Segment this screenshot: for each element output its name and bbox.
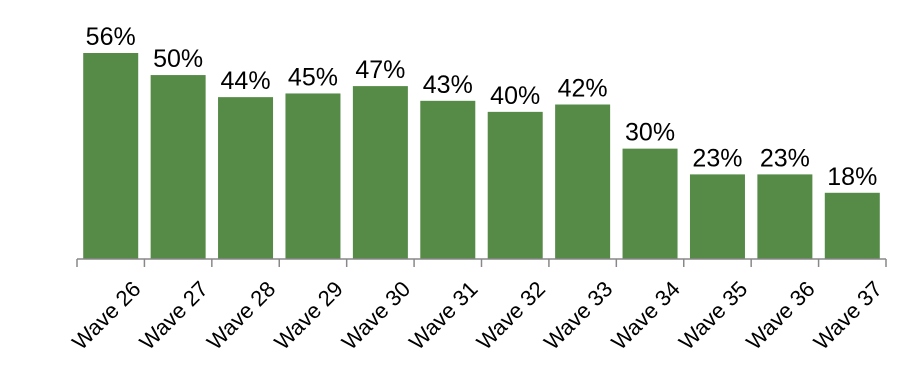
x-tick-label: Wave 26 (67, 276, 145, 354)
bar-wave-28 (218, 97, 274, 259)
x-tick-label: Wave 29 (269, 276, 347, 354)
x-tick-label: Wave 33 (539, 276, 617, 354)
bar-wave-30 (352, 86, 408, 259)
bar-wave-37 (824, 192, 880, 259)
bar-wave-32 (487, 111, 543, 259)
data-label: 40% (490, 82, 540, 110)
bar-wave-26 (83, 53, 139, 259)
data-label: 56% (86, 23, 136, 51)
data-label: 43% (423, 71, 473, 99)
data-label: 44% (221, 67, 271, 95)
bar-wave-34 (622, 148, 678, 259)
data-label: 30% (625, 119, 675, 147)
x-tick-label: Wave 36 (741, 276, 819, 354)
data-label: 42% (558, 75, 608, 103)
x-tick-label: Wave 30 (337, 276, 415, 354)
bar-wave-36 (757, 174, 813, 259)
x-tick-label: Wave 28 (202, 276, 280, 354)
x-axis-ticks-group (76, 259, 887, 267)
data-label: 23% (760, 144, 810, 172)
bar-wave-27 (150, 75, 206, 259)
data-label: 45% (288, 63, 338, 91)
x-tick-label: Wave 37 (809, 276, 887, 354)
bar-wave-33 (555, 104, 611, 259)
data-label: 23% (692, 144, 742, 172)
bar-wave-31 (420, 100, 476, 259)
bars-group (83, 53, 880, 260)
x-tick-label: Wave 27 (134, 276, 212, 354)
data-label: 18% (827, 163, 877, 191)
bar-wave-35 (689, 174, 745, 259)
data-labels-group: 56% 50% 44% 45% 47% 43% 40% 42% 30% 23% 23% 18% (86, 23, 878, 191)
bar-wave-29 (285, 93, 341, 260)
x-tick-label: Wave 35 (674, 276, 752, 354)
x-tick-label: Wave 31 (404, 276, 482, 354)
data-label: 50% (153, 45, 203, 73)
x-tick-label: Wave 32 (472, 276, 550, 354)
data-label: 47% (355, 56, 405, 84)
x-tick-label: Wave 34 (606, 276, 684, 354)
